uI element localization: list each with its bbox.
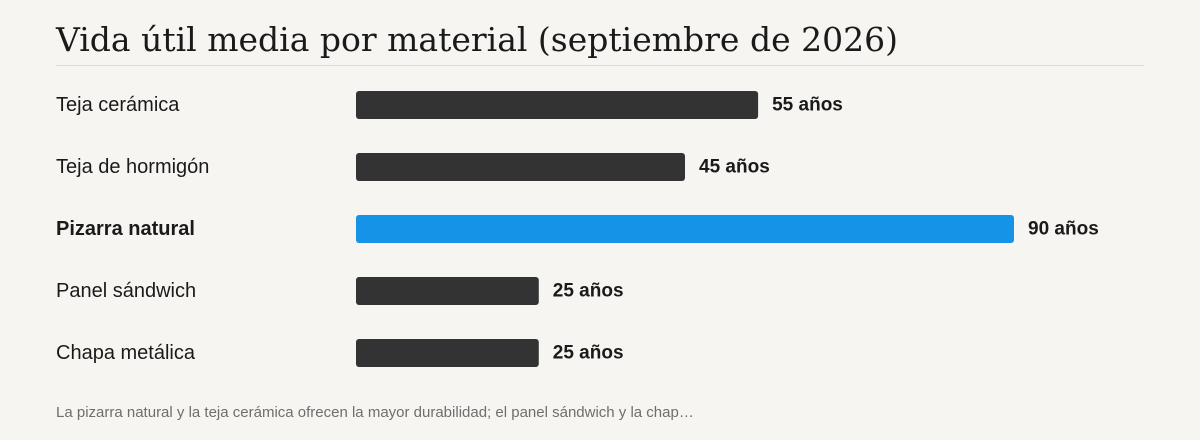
bar <box>356 339 539 367</box>
value-label: 25 años <box>553 343 624 364</box>
category-label: Teja cerámica <box>56 94 180 116</box>
value-label: 25 años <box>553 281 624 302</box>
bar <box>356 153 685 181</box>
category-label: Panel sándwich <box>56 280 196 302</box>
category-label: Chapa metálica <box>56 342 196 364</box>
chart-title: Vida útil media por material (septiembre… <box>56 20 898 59</box>
title-divider <box>56 65 1144 66</box>
chart-footnote: La pizarra natural y la teja cerámica of… <box>56 404 694 421</box>
bar <box>356 277 539 305</box>
value-label: 90 años <box>1028 219 1099 240</box>
category-label: Teja de hormigón <box>56 156 209 178</box>
category-label: Pizarra natural <box>56 218 195 240</box>
bar <box>356 215 1014 243</box>
value-label: 45 años <box>699 157 770 178</box>
bar <box>356 91 759 119</box>
bar-chart: Teja cerámica 55 años Teja de hormigón 45 a… <box>56 91 1099 367</box>
value-label: 55 años <box>772 95 843 116</box>
